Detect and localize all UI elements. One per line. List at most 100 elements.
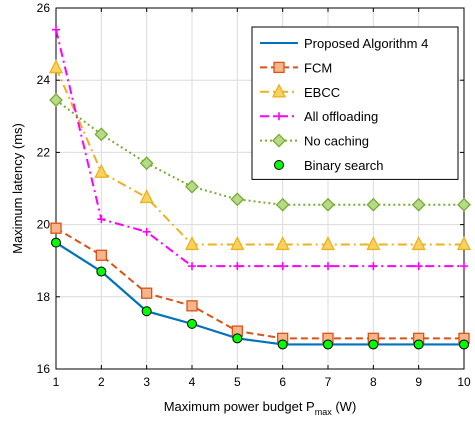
series-line-no-caching	[55, 99, 464, 206]
legend-entry-ebcc: EBCC	[260, 83, 340, 100]
x-tick-label: 1	[53, 375, 60, 389]
data-point-binary-search	[141, 306, 152, 317]
data-point-no-caching	[94, 127, 109, 142]
data-point-ebcc	[275, 236, 290, 251]
legend-label: All offloading	[304, 109, 378, 124]
series-line-fcm	[55, 227, 464, 340]
data-point-no-caching	[366, 197, 381, 212]
series-line-proposed-algorithm-4	[55, 241, 464, 346]
legend-label: Proposed Algorithm 4	[304, 36, 428, 51]
y-tick-label: 22	[37, 145, 51, 159]
series-group	[48, 25, 472, 350]
x-axis-label-main: Maximum power budget P	[164, 399, 315, 414]
legend-entry-fcm: FCM	[260, 60, 332, 75]
series-no-caching	[49, 93, 471, 212]
x-tick-label: 6	[279, 375, 286, 389]
data-point-ebcc	[139, 189, 154, 204]
y-tick-label: 24	[37, 73, 51, 87]
series-proposed-algorithm-4	[55, 241, 464, 346]
data-point-no-caching	[49, 93, 63, 107]
data-point-ebcc	[184, 236, 200, 251]
data-point-binary-search	[232, 333, 243, 344]
data-point-all-offloading	[97, 215, 106, 224]
legend-entry-binary-search: Binary search	[274, 158, 383, 173]
data-point-all-offloading	[324, 262, 332, 271]
data-point-ebcc	[366, 236, 381, 251]
data-point-fcm	[141, 287, 153, 299]
series-fcm	[50, 222, 470, 344]
data-point-ebcc	[411, 236, 426, 251]
series-ebcc	[48, 59, 472, 251]
data-point-binary-search	[96, 266, 107, 277]
plot-area	[55, 7, 465, 370]
series-all-offloading	[52, 25, 468, 271]
x-tick-label: 3	[143, 375, 150, 389]
data-point-no-caching	[321, 197, 335, 212]
y-tick-label: 26	[37, 1, 51, 15]
legend-label: FCM	[304, 60, 332, 75]
legend-marker-sample	[273, 61, 285, 74]
data-point-ebcc	[230, 236, 245, 251]
data-point-all-offloading	[52, 25, 60, 34]
legend-label: No caching	[304, 134, 369, 149]
data-point-all-offloading	[142, 227, 151, 236]
legend-entry-no-caching: No caching	[260, 134, 369, 149]
legend-marker-sample	[275, 112, 283, 121]
data-point-no-caching	[457, 197, 471, 212]
data-point-all-offloading	[233, 262, 242, 271]
legend-label: Binary search	[304, 158, 383, 173]
data-point-fcm	[50, 222, 62, 234]
data-point-ebcc	[456, 236, 472, 251]
legend-box	[251, 26, 459, 180]
legend-entry-all-offloading: All offloading	[260, 109, 378, 124]
data-point-binary-search	[323, 339, 333, 350]
data-point-fcm	[186, 300, 198, 312]
y-tick-label: 16	[37, 362, 51, 376]
data-point-binary-search	[187, 318, 197, 329]
data-point-binary-search	[368, 339, 379, 350]
y-tick-label: 20	[37, 218, 51, 232]
y-axis-label: Maximum latency (ms)	[10, 123, 25, 254]
series-line-all-offloading	[55, 29, 464, 268]
x-axis-label-subscript: max	[315, 407, 333, 417]
x-tick-label: 4	[189, 375, 196, 389]
x-axis-ticks: 1 2 3 4 5 6 7 8 9 10	[53, 8, 471, 389]
x-tick-label: 9	[415, 375, 422, 389]
x-axis-label: Maximum power budget Pmax (W)	[164, 399, 357, 417]
legend: Proposed Algorithm 4 FCM EBCC All offloadin…	[251, 26, 459, 180]
x-tick-label: 2	[98, 375, 105, 389]
x-tick-label: 5	[234, 375, 241, 389]
legend-label: EBCC	[304, 85, 340, 100]
series-line-ebcc	[55, 67, 464, 246]
legend-marker-sample	[272, 133, 286, 148]
data-point-binary-search	[413, 339, 424, 350]
data-point-binary-search	[277, 339, 288, 350]
data-point-binary-search	[51, 237, 61, 248]
legend-entry-proposed-algorithm-4: Proposed Algorithm 4	[260, 36, 428, 51]
data-point-all-offloading	[278, 262, 287, 271]
x-tick-label: 10	[457, 375, 471, 389]
data-point-no-caching	[139, 156, 154, 171]
data-point-all-offloading	[188, 262, 196, 271]
data-point-no-caching	[185, 179, 199, 194]
data-point-no-caching	[411, 197, 426, 212]
y-tick-label: 18	[37, 290, 51, 304]
data-point-ebcc	[48, 59, 64, 74]
x-axis-label-unit: (W)	[332, 399, 357, 414]
data-point-all-offloading	[369, 262, 378, 271]
data-point-fcm	[95, 249, 107, 261]
series-binary-search	[51, 237, 469, 350]
data-point-binary-search	[459, 339, 469, 350]
data-point-ebcc	[94, 163, 109, 178]
x-tick-label: 8	[370, 375, 377, 389]
data-point-ebcc	[320, 236, 336, 251]
y-axis-ticks: 16 18 20 22 24 26	[37, 1, 464, 376]
data-point-all-offloading	[460, 262, 468, 271]
data-point-no-caching	[230, 192, 245, 207]
legend-marker-sample	[271, 83, 287, 98]
data-point-all-offloading	[414, 262, 423, 271]
x-tick-label: 7	[325, 375, 332, 389]
data-point-no-caching	[275, 197, 290, 212]
legend-marker-sample	[274, 160, 284, 170]
